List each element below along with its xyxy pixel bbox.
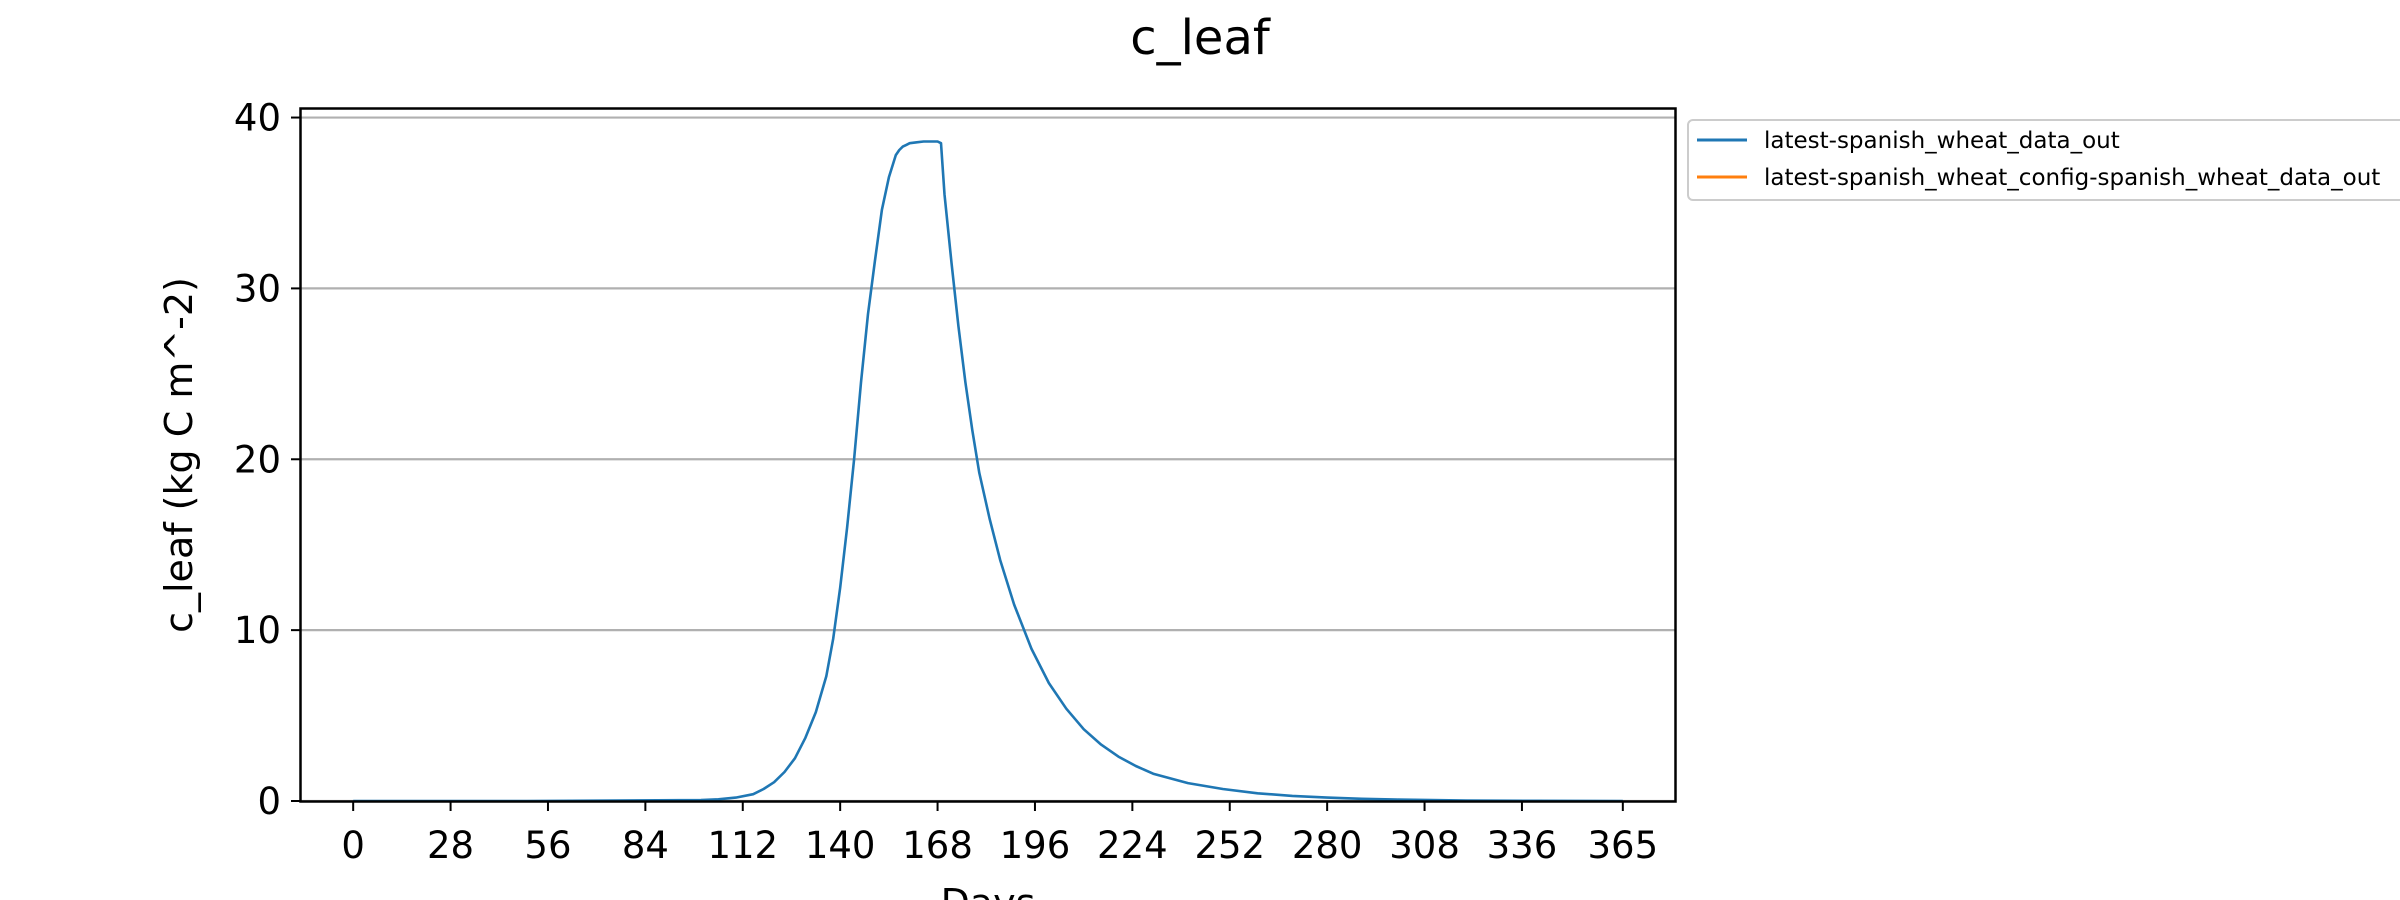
- x-tick-label-224: 224: [1097, 824, 1168, 867]
- chart-title: c_leaf: [1130, 10, 1271, 66]
- y-tick-label-40: 40: [234, 97, 281, 140]
- x-tick-label-84: 84: [622, 824, 669, 867]
- x-axis: 0 28 56 84 112 140 168 196 224 252 280 308 336 365: [341, 801, 1658, 867]
- y-tick-label-30: 30: [234, 267, 281, 310]
- y-tick-label-0: 0: [257, 780, 281, 823]
- x-tick-label-280: 280: [1292, 824, 1363, 867]
- legend-box: [1687, 119, 2400, 201]
- x-tick-label-140: 140: [805, 824, 876, 867]
- x-tick-label-196: 196: [1000, 824, 1071, 867]
- x-tick-label-28: 28: [427, 824, 474, 867]
- plot-frame: [299, 107, 1677, 803]
- legend: latest-spanish_wheat_data_out latest-spa…: [1687, 119, 2400, 201]
- x-tick-label-56: 56: [524, 824, 571, 867]
- x-tick-label-336: 336: [1487, 824, 1558, 867]
- series-line-0: [353, 140, 1623, 803]
- legend-label-series-0: latest-spanish_wheat_data_out: [1764, 128, 2120, 154]
- x-tick-label-0: 0: [341, 824, 365, 867]
- y-axis-label: c_leaf (kg C m^-2): [157, 277, 201, 633]
- legend-label-series-1: latest-spanish_wheat_config-spanish_whea…: [1764, 165, 2380, 191]
- grid-lines: [301, 116, 1675, 803]
- x-tick-label-112: 112: [707, 824, 778, 867]
- x-axis-label: Days: [941, 881, 1036, 900]
- x-tick-label-252: 252: [1194, 824, 1265, 867]
- x-tick-label-365: 365: [1588, 824, 1659, 867]
- y-axis: 0 10 20 30 40: [234, 97, 301, 823]
- x-tick-label-168: 168: [902, 824, 973, 867]
- y-tick-label-20: 20: [234, 438, 281, 481]
- y-tick-label-10: 10: [234, 609, 281, 652]
- x-tick-label-308: 308: [1389, 824, 1460, 867]
- plot-series: [353, 140, 1623, 803]
